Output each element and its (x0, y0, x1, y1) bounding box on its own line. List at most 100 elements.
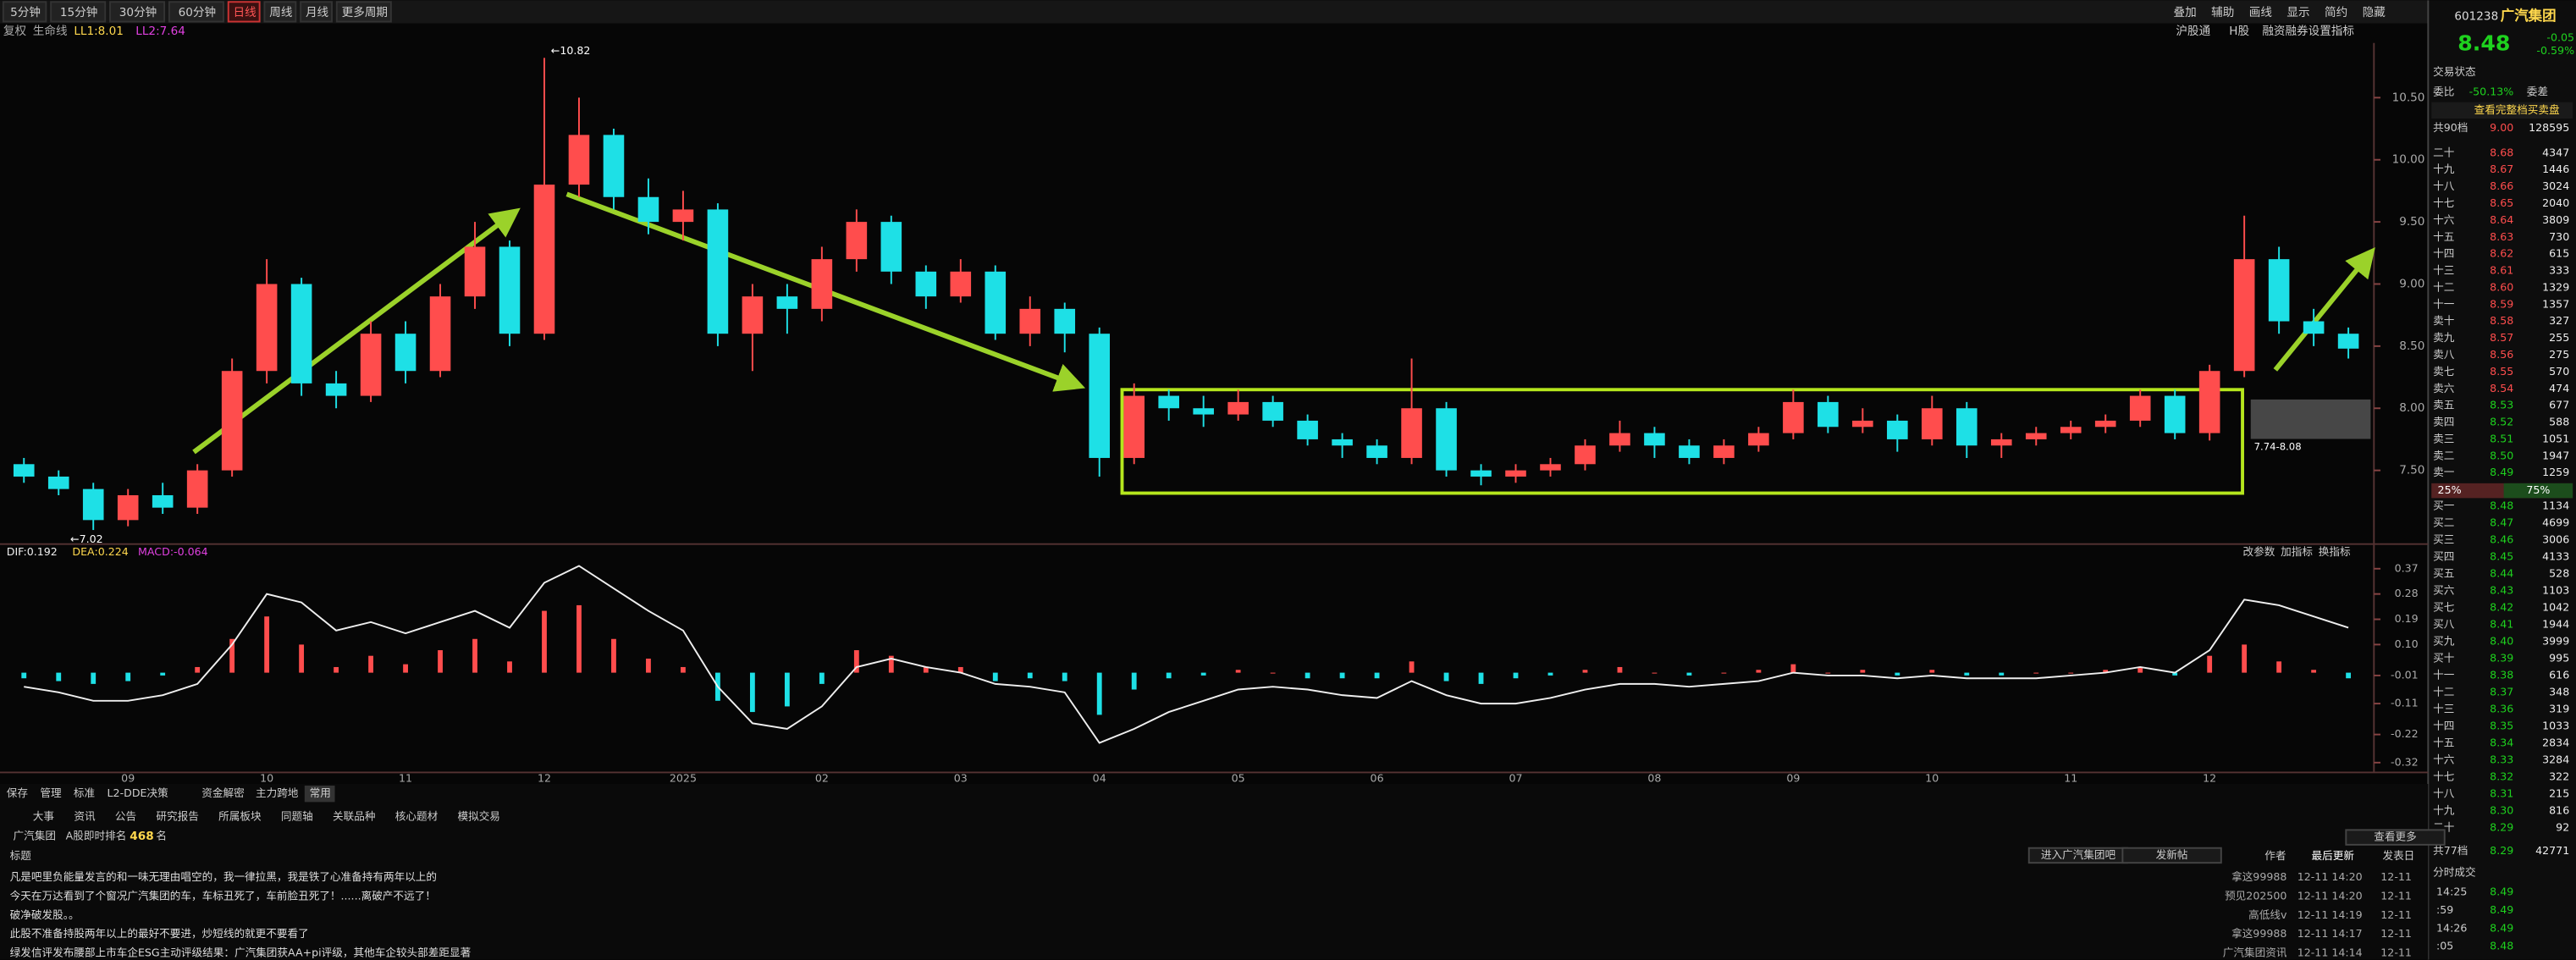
news-tab[interactable]: 核心题材 (395, 809, 439, 822)
news-tab[interactable]: 关联品种 (333, 809, 375, 822)
book-volume: 1357 (2542, 297, 2569, 310)
split-pct: 25% (2438, 483, 2462, 496)
ratio-label: 委比 (2433, 85, 2454, 97)
news-title[interactable]: 凡是吧里负能量发言的和一味无理由唱空的，我一律拉黑，我是铁了心准备持有两年以上的 (10, 870, 437, 883)
news-tab[interactable]: 所属板块 (218, 809, 262, 822)
x-tick-label: 07 (1509, 772, 1522, 785)
enter-bar-button[interactable]: 进入广汽集团吧 (2041, 848, 2116, 861)
news-date: 12-11 (2380, 908, 2412, 921)
full-book-btn[interactable] (2431, 102, 2573, 119)
indicator-button[interactable]: 设置指标 (2308, 25, 2354, 38)
book-volume: 215 (2549, 786, 2569, 799)
y-tick-label: 0.28 (2395, 587, 2419, 599)
indicator-button[interactable]: 换指标 (2319, 545, 2351, 558)
panel-tab[interactable]: 主力跨地 (256, 786, 299, 799)
book-price: 8.61 (2490, 264, 2513, 277)
x-tick-label: 05 (1232, 772, 1245, 785)
macd-bar (438, 650, 443, 673)
period-tab-bg (109, 1, 166, 23)
x-tick-label: 10 (1925, 772, 1939, 785)
news-date: 12-11 (2380, 870, 2412, 883)
indicator-button[interactable]: 沪股通 (2176, 25, 2210, 38)
book-volume: 616 (2549, 668, 2569, 681)
news-tab[interactable]: 同题轴 (281, 809, 313, 822)
book-volume: 677 (2549, 399, 2569, 411)
book-price: 8.64 (2490, 213, 2513, 226)
panel-tab[interactable]: L2-DDE决策 (108, 786, 169, 799)
panel-tab[interactable]: 标准 (74, 786, 96, 799)
news-updated: 12-11 14:20 (2297, 870, 2363, 883)
indicator-button[interactable]: 加指标 (2281, 545, 2313, 558)
book-price: 8.65 (2490, 196, 2513, 209)
tool-button[interactable]: 画线 (2249, 6, 2273, 19)
more-button[interactable]: 查看更多 (2374, 830, 2416, 843)
tool-button[interactable]: 辅助 (2211, 6, 2234, 19)
period-tab[interactable]: 月线 (306, 6, 329, 19)
macd-bar (160, 672, 166, 676)
book-volume: 319 (2549, 702, 2569, 714)
macd-bar (1790, 664, 1796, 673)
tool-button[interactable]: 叠加 (2174, 6, 2197, 19)
period-tab[interactable]: 60分钟 (179, 5, 216, 19)
book-volume: 3284 (2542, 753, 2569, 765)
macd-bar (853, 650, 859, 673)
book-label: 买十 (2433, 651, 2454, 664)
news-title[interactable]: 此股不准备持股两年以上的最好不要进，炒短线的就更不要看了 (10, 927, 309, 940)
tool-button[interactable]: 隐藏 (2363, 6, 2386, 19)
book-label: 买三 (2433, 533, 2454, 546)
news-title[interactable]: 绿发信评发布腰部上市车企ESG主动评级结果：广汽集团获AA+pi评级，其他车企较… (10, 946, 472, 958)
tool-button[interactable]: 显示 (2286, 6, 2309, 19)
tool-button[interactable]: 简约 (2325, 5, 2347, 19)
period-tab[interactable]: 更多周期 (342, 5, 388, 19)
period-tab[interactable]: 15分钟 (60, 5, 97, 19)
macd-bar (2033, 672, 2039, 674)
panel-tab[interactable]: 资金解密 (201, 786, 245, 799)
candle-body (1679, 445, 1700, 458)
column-header: 作者 (2264, 849, 2286, 862)
panel-tab[interactable]: 常用 (310, 786, 331, 799)
news-updated: 12-11 14:20 (2297, 889, 2363, 902)
new-post-bg (2121, 847, 2222, 864)
book-label: 卖三 (2433, 432, 2454, 444)
news-tab[interactable]: 资讯 (74, 809, 96, 822)
period-tab[interactable]: 30分钟 (119, 5, 157, 19)
period-tab[interactable]: 5分钟 (10, 5, 41, 19)
book-price: 8.62 (2490, 247, 2513, 260)
book-price: 8.48 (2490, 499, 2513, 512)
macd-bar (542, 610, 547, 673)
news-tab[interactable]: 公告 (115, 809, 136, 822)
indicator-button[interactable]: 改参数 (2243, 545, 2275, 558)
news-title[interactable]: 破净破发股。。 (10, 908, 80, 921)
book-price: 8.29 (2490, 820, 2513, 833)
period-tab[interactable]: 周线 (269, 6, 293, 19)
book-volume: 327 (2549, 314, 2569, 327)
book-price: 8.30 (2490, 803, 2513, 816)
y-tick-label: 8.00 (2399, 401, 2424, 415)
candle-body (2198, 371, 2220, 433)
indicator-button[interactable]: 融资融券 (2262, 25, 2308, 38)
book-label: 买九 (2433, 634, 2455, 647)
panel-tab[interactable]: 管理 (40, 786, 62, 799)
new-post-button[interactable]: 发新帖 (2156, 848, 2188, 861)
candle-body (880, 222, 902, 272)
macd-bar (992, 672, 998, 681)
trade-time: :05 (2436, 940, 2453, 952)
candle-body (568, 135, 590, 185)
indicator-button[interactable]: H股 (2229, 25, 2249, 38)
candle-body (1783, 401, 1804, 433)
panel-tab[interactable]: 保存 (7, 786, 29, 799)
macd-bar (1374, 672, 1380, 679)
news-tab[interactable]: 模拟交易 (457, 809, 499, 822)
news-tab[interactable]: 研究报告 (156, 809, 198, 822)
x-tick-label: 2025 (670, 772, 697, 785)
news-title[interactable]: 今天在万达看到了个窗况广汽集团的车，车标丑死了，车前脸丑死了！......离破产… (10, 889, 436, 902)
macd-bar (2068, 672, 2074, 674)
full-book-link[interactable]: 查看完整档买卖盘 (2474, 103, 2560, 116)
news-tab[interactable]: 大事 (33, 809, 55, 822)
book-label: 卖六 (2433, 382, 2454, 394)
period-tab[interactable]: 日线 (234, 6, 257, 19)
candle-body (360, 334, 382, 396)
y-tick-label: 0.37 (2395, 561, 2419, 574)
macd-bar (1235, 670, 1241, 673)
macd-bar (368, 655, 373, 673)
